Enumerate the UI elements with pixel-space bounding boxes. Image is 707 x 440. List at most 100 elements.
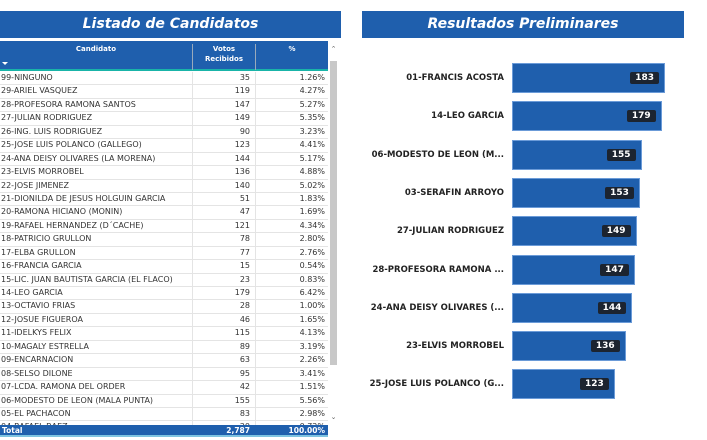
- cell-candidate: 24-ANA DEISY OLIVARES (LA MORENA): [1, 153, 156, 163]
- cell-pct: 4.88%: [255, 166, 325, 180]
- cell-pct: 5.17%: [255, 152, 325, 166]
- table-row[interactable]: 26-ING. LUIS RODRIGUEZ 90 3.23%: [0, 125, 328, 140]
- bar-value-label: 153: [605, 186, 634, 199]
- table-row[interactable]: 24-ANA DEISY OLIVARES (LA MORENA) 144 5.17…: [0, 152, 328, 167]
- cell-votes: 144: [192, 152, 250, 166]
- bar[interactable]: 179: [512, 101, 662, 132]
- cell-pct: 5.27%: [255, 98, 325, 112]
- bar[interactable]: 123: [512, 369, 615, 400]
- total-votes: 2,787: [226, 426, 250, 435]
- table-row[interactable]: 12-JOSUE FIGUEROA 46 1.65%: [0, 313, 328, 328]
- table-row[interactable]: 23-ELVIS MORROBEL 136 4.88%: [0, 166, 328, 180]
- cell-pct: 2.76%: [255, 246, 325, 260]
- vertical-scrollbar[interactable]: ⌃ ⌄: [329, 41, 338, 427]
- table-row[interactable]: 19-RAFAEL HERNANDEZ (D´CACHE) 121 4.34%: [0, 219, 328, 234]
- table-body: 99-NINGUNO 35 1.26% 29-ARIEL VASQUEZ 119 4.27…: [0, 72, 328, 425]
- table-row[interactable]: 08-SELSO DILONE 95 3.41%: [0, 367, 328, 382]
- bar-value-label: 149: [601, 225, 631, 238]
- cell-votes: 78: [192, 233, 250, 247]
- cell-candidate: 04-RAFAEL BAEZ: [1, 421, 68, 425]
- cell-votes: 147: [192, 98, 250, 112]
- cell-votes: 121: [192, 219, 250, 233]
- cell-votes: 23: [192, 273, 250, 287]
- table-row[interactable]: 17-ELBA GRULLON 77 2.76%: [0, 246, 328, 261]
- cell-candidate: 10-MAGALY ESTRELLA: [1, 341, 89, 351]
- bar-category-label: 06-MODESTO DE LEON (M...: [371, 149, 504, 160]
- total-label: Total: [2, 426, 23, 435]
- cell-candidate: 25-JOSE LUIS POLANCO (GALLEGO): [1, 140, 142, 150]
- bar[interactable]: 149: [512, 216, 637, 247]
- bar-value-label: 183: [630, 72, 659, 84]
- cell-pct: 4.41%: [255, 139, 325, 153]
- bar-value-label: 155: [606, 148, 636, 161]
- scroll-up-icon[interactable]: ⌃: [330, 45, 337, 53]
- table-row[interactable]: 28-PROFESORA RAMONA SANTOS 147 5.27%: [0, 98, 328, 113]
- bar[interactable]: 153: [512, 177, 640, 208]
- candidates-list-title: Listado de Candidatos: [0, 11, 341, 38]
- table-row[interactable]: 25-JOSE LUIS POLANCO (GALLEGO) 123 4.41%: [0, 139, 328, 153]
- cell-pct: 1.51%: [255, 381, 325, 395]
- cell-pct: 4.27%: [255, 85, 325, 99]
- table-row[interactable]: 05-EL PACHACON 83 2.98%: [0, 407, 328, 422]
- table-row[interactable]: 04-RAFAEL BAEZ 20 0.72%: [0, 421, 328, 425]
- cell-candidate: 20-RAMONA HICIANO (MONIN): [1, 207, 123, 217]
- bar[interactable]: 155: [512, 139, 642, 170]
- bar[interactable]: 144: [512, 292, 633, 323]
- table-row[interactable]: 09-ENCARNACION 63 2.26%: [0, 354, 328, 368]
- cell-pct: 2.98%: [255, 407, 325, 421]
- bar-category-label: 01-FRANCIS ACOSTA: [406, 73, 504, 83]
- table-row[interactable]: 18-PATRICIO GRULLON 78 2.80%: [0, 233, 328, 247]
- cell-votes: 20: [192, 421, 250, 425]
- bar[interactable]: 183: [512, 63, 665, 93]
- bar[interactable]: 136: [512, 331, 626, 362]
- column-header-votes[interactable]: Votos Recibidos: [192, 44, 255, 70]
- table-row[interactable]: 16-FRANCIA GARCIA 15 0.54%: [0, 260, 328, 274]
- bar-value-label: 147: [600, 263, 629, 276]
- bar-category-label: 24-ANA DEISY OLIVARES (...: [370, 302, 504, 313]
- table-row[interactable]: 13-OCTAVIO FRIAS 28 1.00%: [0, 300, 328, 314]
- bar-category-label: 14-LEO GARCIA: [431, 111, 504, 122]
- table-row[interactable]: 07-LCDA. RAMONA DEL ORDER 42 1.51%: [0, 381, 328, 395]
- cell-candidate: 21-DIONILDA DE JESUS HOLGUIN GARCIA: [1, 193, 166, 203]
- bar-value-label: 144: [597, 301, 627, 314]
- cell-candidate: 26-ING. LUIS RODRIGUEZ: [1, 126, 103, 136]
- scrollbar-thumb[interactable]: [330, 61, 337, 365]
- cell-pct: 2.80%: [255, 233, 325, 247]
- table-row[interactable]: 06-MODESTO DE LEON (MALA PUNTA) 155 5.56%: [0, 394, 328, 408]
- cell-votes: 47: [192, 206, 250, 220]
- cell-pct: 1.00%: [255, 300, 325, 314]
- table-row[interactable]: 21-DIONILDA DE JESUS HOLGUIN GARCIA 51 1.8…: [0, 192, 328, 207]
- table-row[interactable]: 11-IDELKYS FELIX 115 4.13%: [0, 327, 328, 341]
- sort-desc-icon[interactable]: [2, 62, 8, 65]
- cell-votes: 95: [192, 367, 250, 381]
- table-row[interactable]: 22-JOSE JIMENEZ 140 5.02%: [0, 179, 328, 193]
- bar-value-label: 136: [590, 340, 620, 353]
- cell-candidate: 13-OCTAVIO FRIAS: [1, 301, 76, 311]
- scroll-down-icon[interactable]: ⌄: [330, 413, 337, 421]
- total-pct: 100.00%: [288, 426, 325, 435]
- table-row[interactable]: 27-JULIAN RODRIGUEZ 149 5.35%: [0, 112, 328, 126]
- cell-pct: 0.83%: [255, 273, 325, 287]
- table-row[interactable]: 15-LIC. JUAN BAUTISTA GARCIA (EL FLACO) 2…: [0, 273, 328, 287]
- cell-votes: 35: [192, 72, 250, 85]
- column-header-pct[interactable]: %: [255, 44, 328, 70]
- bar-value-label: 179: [626, 110, 656, 123]
- cell-votes: 28: [192, 300, 250, 314]
- table-row[interactable]: 14-LEO GARCIA 179 6.42%: [0, 287, 328, 301]
- cell-votes: 140: [192, 179, 250, 193]
- table-row[interactable]: 99-NINGUNO 35 1.26%: [0, 72, 328, 86]
- cell-votes: 15: [192, 260, 250, 274]
- cell-candidate: 27-JULIAN RODRIGUEZ: [1, 113, 93, 123]
- cell-pct: 4.34%: [255, 219, 325, 233]
- table-row[interactable]: 10-MAGALY ESTRELLA 89 3.19%: [0, 340, 328, 355]
- bar-category-label: 03-SERAFIN ARROYO: [404, 187, 504, 198]
- cell-votes: 51: [192, 192, 250, 206]
- bar[interactable]: 147: [512, 254, 635, 285]
- column-header-candidate[interactable]: Candidato: [75, 45, 117, 53]
- table-row[interactable]: 20-RAMONA HICIANO (MONIN) 47 1.69%: [0, 206, 328, 220]
- cell-pct: 6.42%: [255, 287, 325, 300]
- cell-votes: 83: [192, 407, 250, 421]
- cell-candidate: 28-PROFESORA RAMONA SANTOS: [1, 99, 136, 109]
- table-row[interactable]: 29-ARIEL VASQUEZ 119 4.27%: [0, 85, 328, 99]
- cell-candidate: 14-LEO GARCIA: [1, 288, 63, 297]
